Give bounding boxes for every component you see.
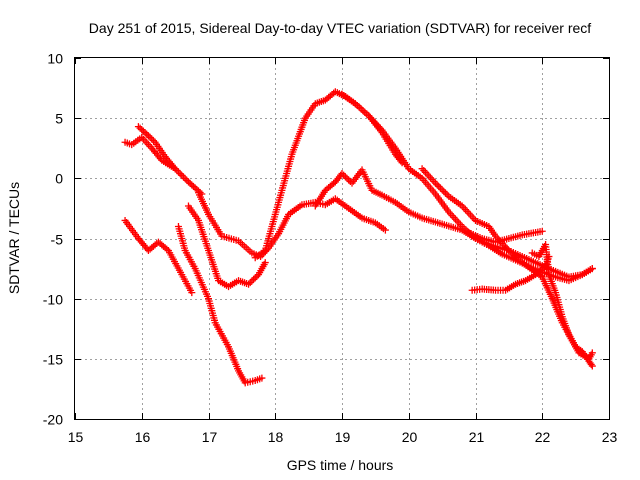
- data-point: [246, 279, 254, 287]
- series-track-k: [465, 227, 546, 246]
- data-point: [338, 170, 346, 178]
- y-tick-label: -5: [51, 232, 64, 248]
- data-point: [340, 171, 348, 179]
- y-tick-label: -15: [43, 352, 63, 368]
- x-tick-label: 19: [335, 429, 351, 445]
- x-tick-label: 15: [68, 429, 84, 445]
- data-point: [577, 346, 585, 354]
- series-track-f: [194, 189, 389, 261]
- x-tick-label: 22: [535, 429, 551, 445]
- series-track-h: [311, 166, 596, 281]
- y-tick-label: -20: [43, 412, 63, 428]
- data-point: [538, 227, 546, 235]
- data-point: [176, 170, 184, 178]
- data-point: [163, 245, 171, 253]
- data-point: [191, 184, 199, 192]
- data-point: [136, 124, 144, 132]
- data-point: [343, 174, 351, 182]
- data-point: [193, 185, 201, 193]
- plot-frame: [74, 57, 610, 420]
- data-point: [146, 133, 154, 141]
- data-point: [181, 175, 189, 183]
- data-point: [381, 226, 389, 234]
- data-point: [341, 173, 349, 181]
- data-point: [183, 176, 191, 184]
- data-point: [258, 374, 266, 382]
- data-point: [443, 191, 451, 199]
- tick-labels: 15 16 17 18 19 20 21 22 23 -20 -15 -10 -5 0 5 10: [43, 51, 618, 446]
- data-point: [148, 135, 156, 143]
- data-point: [398, 159, 406, 167]
- x-tick-label: 23: [602, 429, 618, 445]
- data-point: [330, 179, 338, 187]
- data-point: [134, 123, 142, 131]
- series-track-i: [338, 90, 406, 167]
- data-point: [433, 181, 441, 189]
- data-point: [139, 127, 147, 135]
- y-tick-label: 10: [47, 51, 63, 67]
- data-point: [173, 166, 181, 174]
- data-point: [188, 181, 196, 189]
- data-point: [345, 176, 353, 184]
- y-tick-label: 5: [55, 111, 63, 127]
- data-point: [189, 182, 197, 190]
- data-point: [438, 186, 446, 194]
- data-point: [441, 189, 449, 197]
- data-point: [188, 289, 196, 297]
- x-tick-label: 20: [402, 429, 418, 445]
- data-point: [431, 179, 439, 187]
- data-point: [186, 179, 194, 187]
- x-axis-label: GPS time / hours: [287, 457, 394, 473]
- series-track-e: [184, 202, 269, 291]
- data-point: [174, 168, 182, 176]
- data-point: [245, 280, 253, 288]
- data-point: [184, 178, 192, 186]
- data-points: [121, 88, 596, 387]
- data-point: [253, 272, 261, 280]
- series-track-a: [121, 133, 206, 198]
- series-track-b: [134, 123, 179, 173]
- data-point: [435, 182, 443, 190]
- data-point: [588, 265, 596, 273]
- series-track-d: [174, 222, 266, 387]
- series-track-m: [528, 241, 596, 370]
- grid: [75, 58, 609, 419]
- x-tick-label: 21: [469, 429, 485, 445]
- data-point: [179, 173, 187, 181]
- chart-title: Day 251 of 2015, Sidereal Day-to-day VTE…: [89, 20, 591, 36]
- series-track-c: [121, 216, 196, 297]
- data-point: [149, 137, 157, 145]
- data-point: [436, 184, 444, 192]
- y-axis-label: SDTVAR / TECUs: [6, 182, 22, 294]
- y-tick-label: 0: [55, 171, 63, 187]
- data-point: [144, 132, 152, 140]
- data-point: [248, 277, 256, 285]
- axis-ticks: [75, 58, 610, 420]
- data-point: [251, 274, 259, 282]
- data-point: [440, 187, 448, 195]
- x-tick-label: 16: [135, 429, 151, 445]
- data-point: [143, 130, 151, 138]
- data-point: [588, 349, 596, 357]
- data-point: [138, 126, 146, 134]
- data-point: [178, 171, 186, 179]
- data-point: [250, 275, 258, 283]
- y-tick-label: -10: [43, 292, 63, 308]
- x-tick-label: 18: [268, 429, 284, 445]
- data-point: [141, 129, 149, 137]
- data-point: [587, 360, 595, 368]
- x-tick-label: 17: [202, 429, 218, 445]
- data-point: [261, 259, 269, 267]
- data-point: [171, 165, 179, 173]
- data-point: [588, 362, 596, 370]
